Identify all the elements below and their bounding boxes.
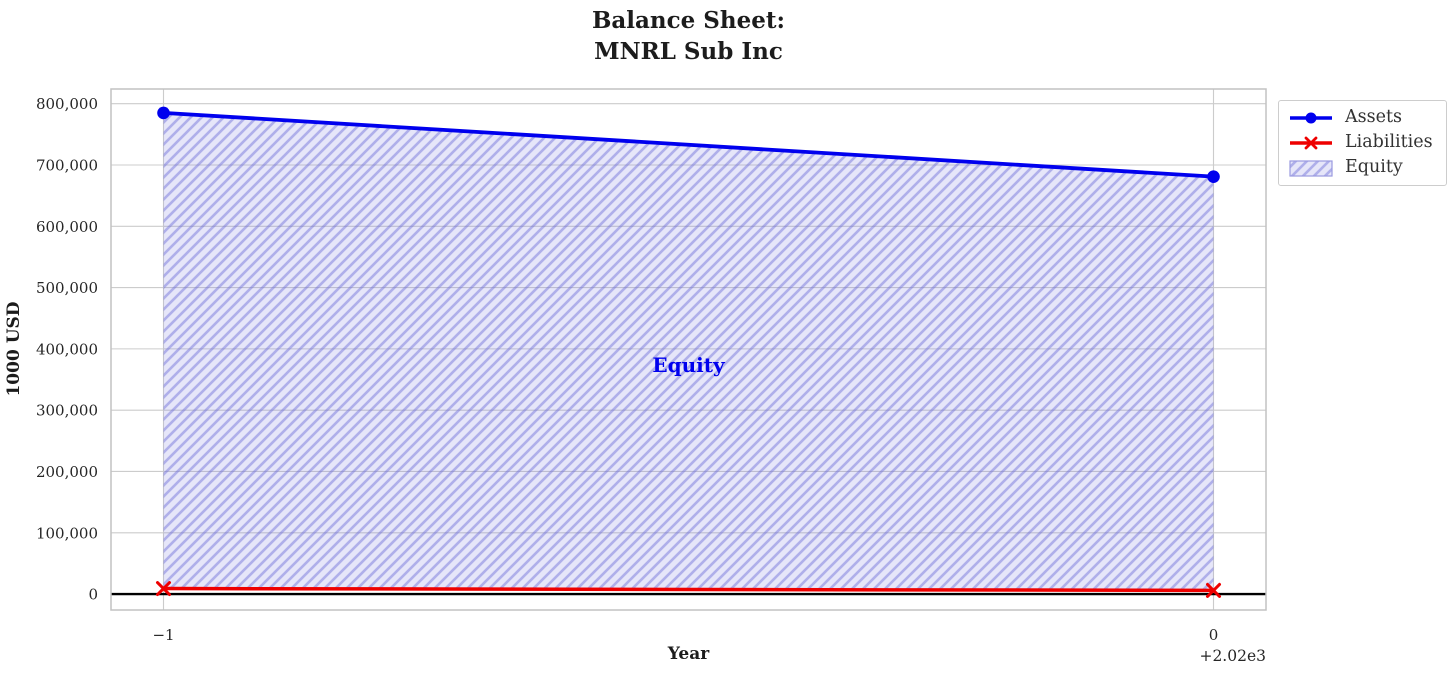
assets-marker <box>157 106 170 120</box>
y-tick-label: 300,000 <box>36 402 98 420</box>
legend-swatch-equity <box>1288 158 1334 178</box>
x-axis-label: Year <box>667 644 710 664</box>
equity-area <box>163 112 1214 591</box>
chart-title: Balance Sheet: MNRL Sub Inc <box>591 7 786 65</box>
legend-swatch-assets <box>1288 108 1334 128</box>
legend-label-equity: Equity <box>1345 157 1403 178</box>
axes-border <box>110 88 1267 611</box>
x-axis-offset-label: +2.02e3 <box>1199 647 1266 665</box>
liabilities-marker <box>1206 582 1221 598</box>
liabilities-line <box>163 586 1214 593</box>
equity-annotation: Equity <box>652 352 725 377</box>
y-tick-label: 500,000 <box>36 279 98 297</box>
y-tick-label: 100,000 <box>36 524 98 542</box>
y-tick-label: 0 <box>88 586 98 604</box>
liabilities-marker <box>156 581 171 597</box>
y-tick-label: 600,000 <box>36 218 98 236</box>
legend-swatch-liabilities <box>1288 133 1334 153</box>
legend: Assets Liabilities Equity <box>1278 100 1447 186</box>
assets-marker <box>1207 170 1220 183</box>
legend-item-equity: Equity <box>1288 158 1433 178</box>
legend-label-liabilities: Liabilities <box>1345 132 1433 153</box>
assets-line <box>163 111 1214 179</box>
y-tick-label: 800,000 <box>36 95 98 113</box>
y-tick-label: 700,000 <box>36 157 98 175</box>
y-axis-label: 1000 USD <box>4 301 24 397</box>
x-tick-label: 0 <box>1209 626 1219 644</box>
legend-item-liabilities: Liabilities <box>1288 133 1433 153</box>
legend-item-assets: Assets <box>1288 108 1433 128</box>
y-tick-label: 200,000 <box>36 463 98 481</box>
legend-label-assets: Assets <box>1345 107 1402 128</box>
y-tick-label: 400,000 <box>36 340 98 358</box>
x-tick-label: −1 <box>152 626 174 644</box>
